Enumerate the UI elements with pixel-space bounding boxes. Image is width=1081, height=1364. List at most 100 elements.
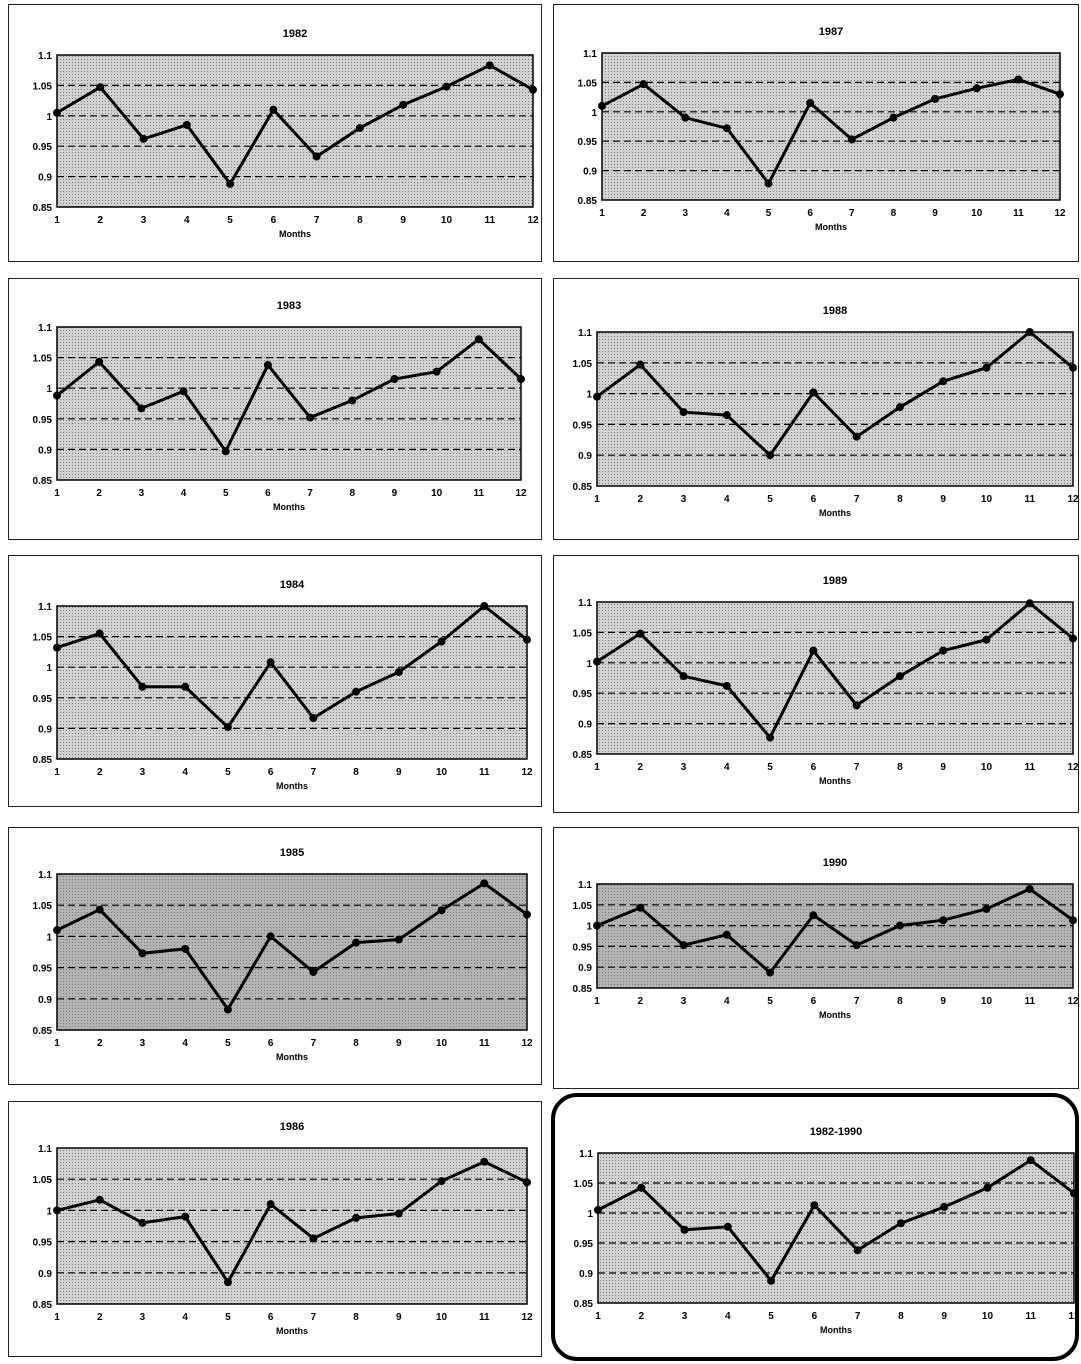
data-point [722, 930, 731, 939]
data-point [139, 134, 148, 143]
y-tick-label: 0.95 [573, 689, 593, 700]
chart-panel: 1986 0.85 0.9 0.95 1 1.05 1.1 1 2 3 4 5 6 7 8 9 10 11 12 Mo… [8, 1101, 542, 1357]
chart-panel: 1982-1990 0.85 0.9 0.95 1 1.05 1.1 1 2 3 4 5 6 7 8 9 10 1… [551, 1093, 1079, 1361]
chart-title: 1986 [280, 1121, 304, 1133]
x-tick-label: 12 [1068, 1311, 1075, 1322]
chart-title: 1990 [823, 857, 847, 869]
data-point [226, 179, 235, 188]
x-tick-label: 12 [521, 1312, 533, 1323]
data-point [96, 83, 105, 92]
data-point [722, 124, 731, 133]
x-tick-label: 4 [182, 1038, 188, 1049]
data-point [394, 1209, 403, 1218]
data-point [138, 949, 147, 958]
x-tick-label: 12 [521, 1038, 533, 1049]
x-tick-label: 8 [353, 767, 359, 778]
x-axis-label: Months [820, 1325, 852, 1335]
data-point [517, 375, 525, 384]
y-tick-label: 1.1 [38, 51, 52, 62]
y-tick-label: 1.1 [38, 602, 52, 613]
y-tick-label: 0.9 [579, 1269, 593, 1280]
y-tick-label: 1 [46, 663, 52, 674]
y-tick-label: 0.85 [573, 482, 593, 493]
x-tick-label: 8 [891, 208, 897, 219]
x-tick-label: 1 [594, 762, 600, 773]
y-tick-label: 1 [46, 384, 52, 395]
x-tick-label: 9 [396, 767, 402, 778]
x-tick-label: 4 [182, 767, 188, 778]
x-tick-label: 7 [854, 494, 860, 505]
x-tick-label: 4 [724, 494, 730, 505]
x-axis-label: Months [819, 776, 851, 786]
data-point [680, 1225, 689, 1234]
x-tick-label: 3 [141, 215, 147, 226]
data-point [679, 408, 688, 417]
data-point [309, 713, 318, 722]
x-axis-label: Months [815, 222, 847, 232]
plot-area [56, 873, 528, 1031]
x-tick-label: 3 [682, 208, 688, 219]
data-point [764, 179, 773, 188]
series-line [56, 604, 528, 730]
x-axis-label: Months [276, 1052, 308, 1062]
x-tick-label: 6 [811, 762, 817, 773]
chart-panel: 1984 0.85 0.9 0.95 1 1.05 1.1 1 2 3 4 5 6 7 8 9 10 11 12 Mo… [8, 555, 542, 807]
x-tick-label: 10 [436, 1038, 448, 1049]
data-point [637, 1183, 646, 1192]
data-point [852, 701, 861, 710]
x-tick-label: 4 [724, 996, 730, 1007]
data-point [95, 357, 104, 366]
data-point [679, 941, 688, 950]
data-point [593, 657, 601, 666]
series-line [596, 330, 1074, 458]
x-tick-label: 4 [182, 1312, 188, 1323]
x-tick-label: 7 [311, 1312, 317, 1323]
x-tick-label: 7 [311, 767, 317, 778]
data-point [939, 646, 948, 655]
data-point [437, 906, 446, 915]
data-point [639, 80, 648, 89]
data-point [852, 941, 861, 950]
x-tick-label: 12 [515, 488, 527, 499]
data-point [95, 629, 104, 638]
x-tick-label: 10 [981, 762, 993, 773]
data-point [847, 135, 856, 144]
chart-panel: 1987 0.85 0.9 0.95 1 1.05 1.1 1 2 3 4 5 6 7 8 9 10 11 12 Mo… [553, 4, 1079, 262]
y-tick-label: 1.1 [38, 323, 52, 334]
data-point [181, 1212, 190, 1221]
x-tick-label: 1 [54, 215, 60, 226]
data-point [266, 658, 275, 667]
data-point [982, 635, 991, 644]
x-tick-label: 2 [96, 488, 102, 499]
x-tick-label: 12 [1067, 996, 1078, 1007]
x-tick-label: 1 [599, 208, 605, 219]
x-tick-label: 9 [392, 488, 398, 499]
x-tick-label: 4 [724, 208, 730, 219]
data-point [442, 82, 451, 91]
chart-title: 1989 [823, 575, 847, 587]
x-tick-label: 7 [307, 488, 313, 499]
series-line [596, 887, 1074, 975]
x-tick-label: 4 [184, 215, 190, 226]
y-tick-label: 0.9 [583, 167, 597, 178]
y-tick-label: 1.05 [33, 81, 53, 92]
y-tick-label: 1.05 [33, 633, 53, 644]
x-tick-label: 10 [431, 488, 443, 499]
y-tick-label: 1.05 [573, 628, 593, 639]
x-tick-label: 4 [725, 1311, 731, 1322]
y-tick-label: 0.85 [33, 1300, 53, 1311]
x-axis-label: Months [279, 229, 311, 239]
x-tick-label: 7 [855, 1311, 861, 1322]
data-point [309, 1234, 318, 1243]
plot-area [596, 331, 1074, 487]
y-tick-label: 1.1 [578, 880, 592, 891]
x-tick-label: 11 [1024, 996, 1035, 1007]
data-point [474, 335, 483, 344]
y-tick-label: 0.95 [573, 942, 593, 953]
x-tick-label: 5 [768, 1311, 774, 1322]
chart-title: 1988 [823, 305, 847, 317]
